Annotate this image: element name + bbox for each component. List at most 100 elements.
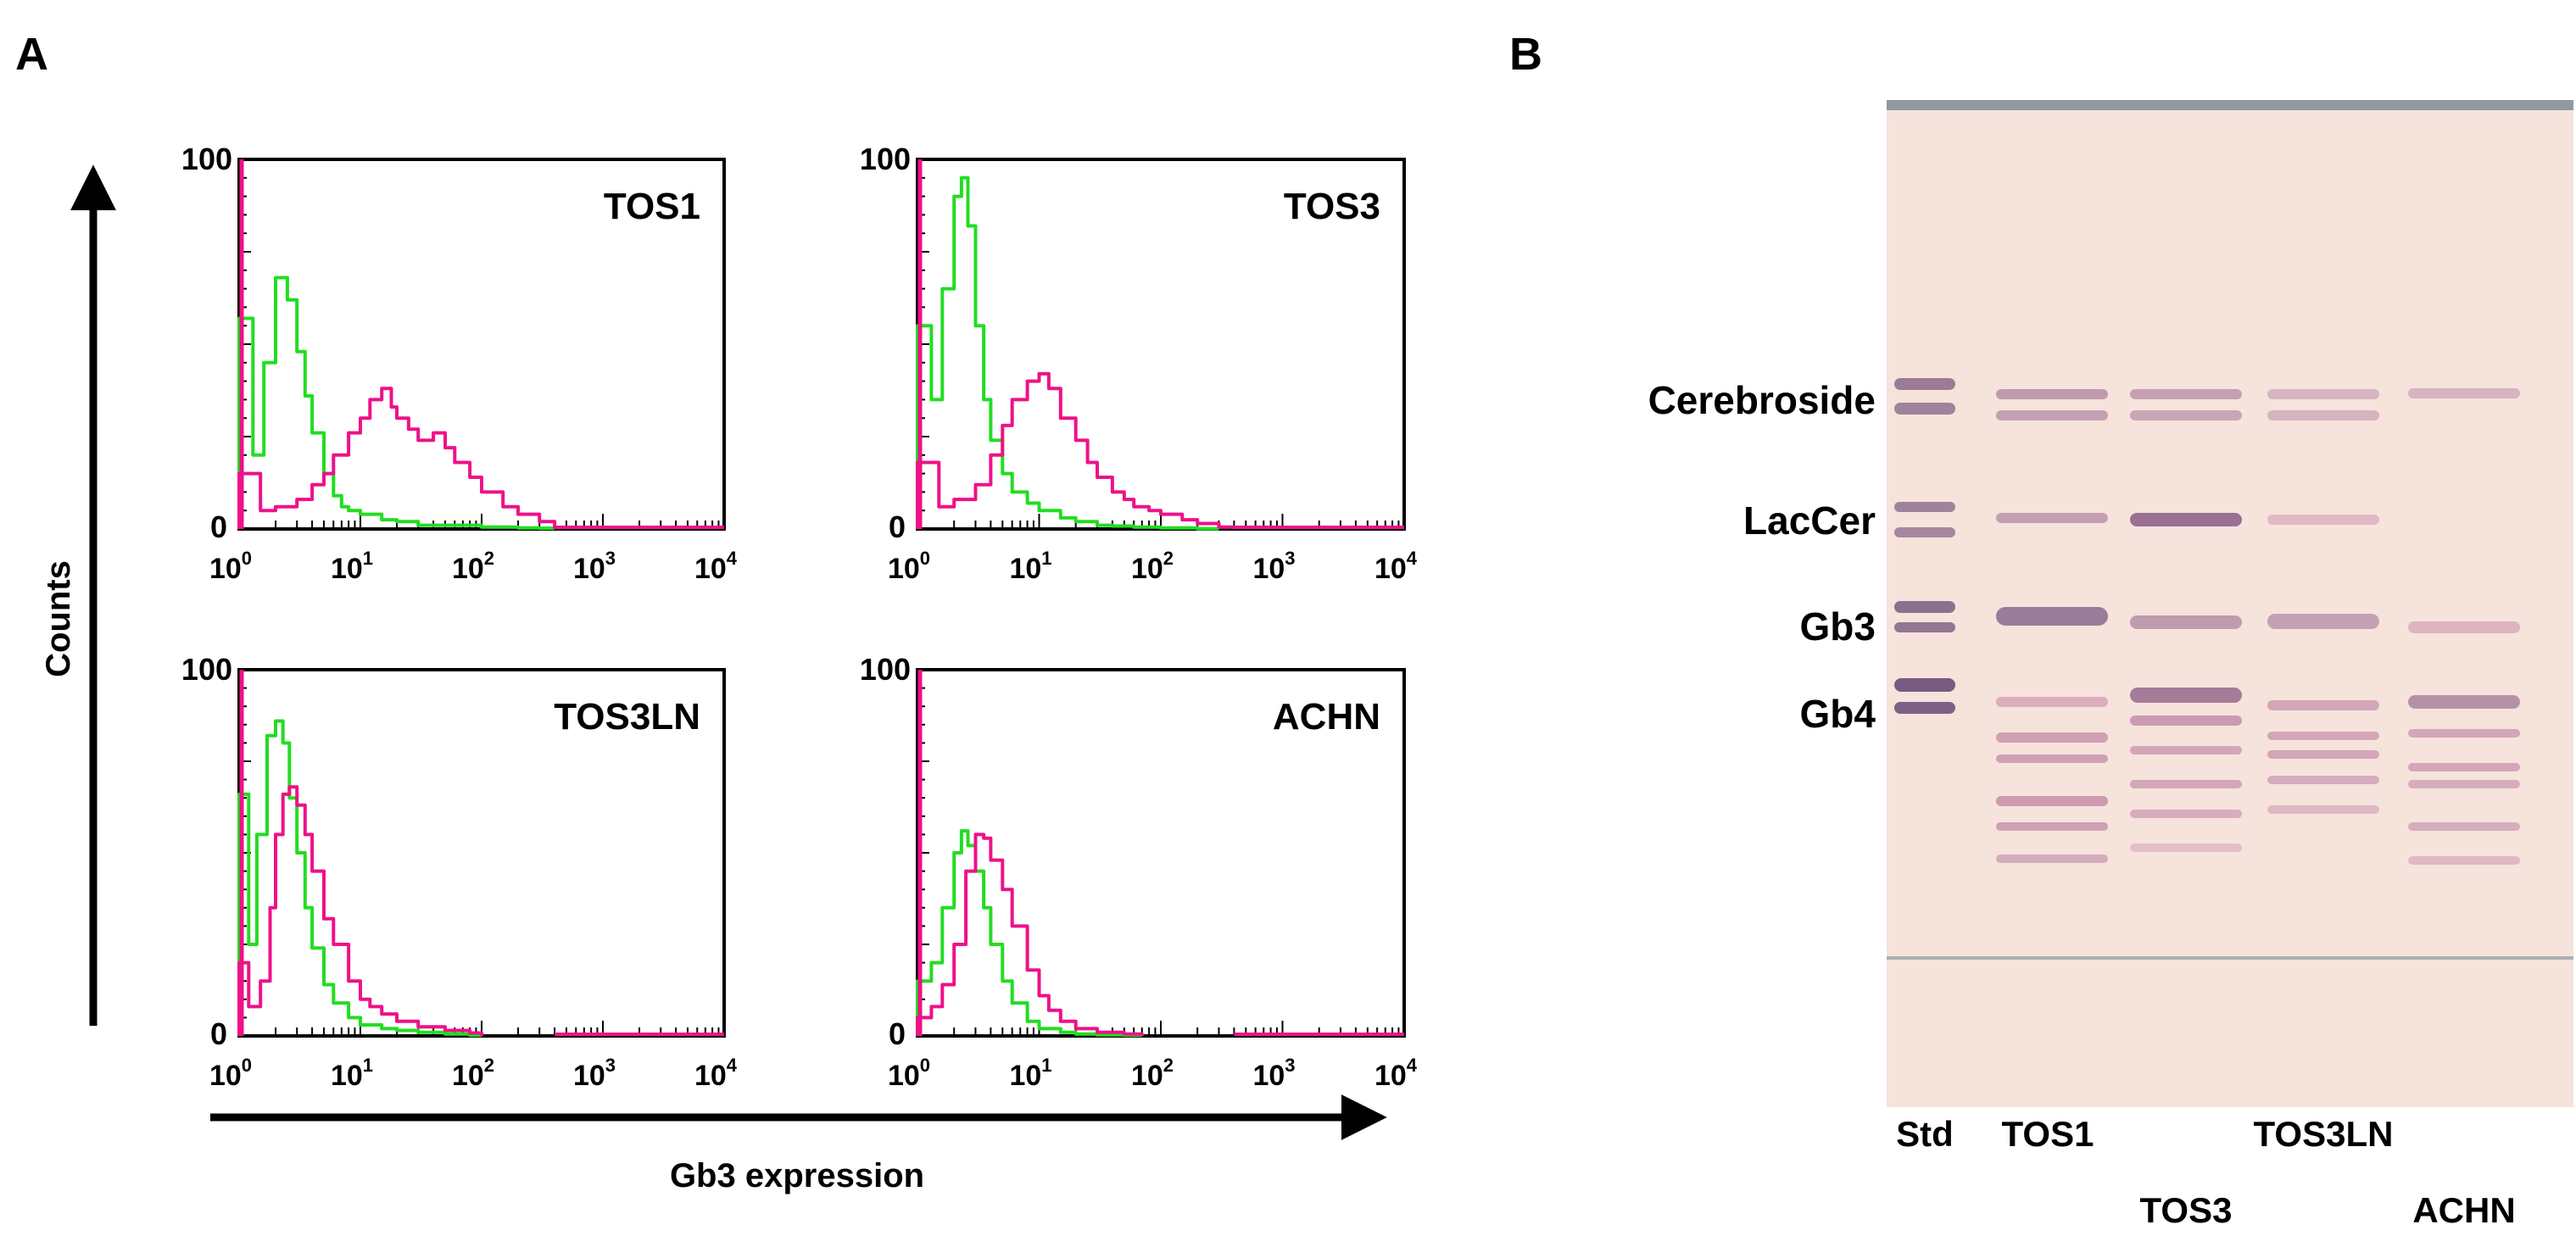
tlc-plate-top-edge — [1887, 100, 2573, 110]
tlc-band — [2130, 615, 2242, 629]
tlc-band — [2130, 843, 2242, 852]
panel-a-label: A — [15, 29, 48, 80]
tlc-band — [2267, 515, 2379, 525]
histogram-achn: ACHN 100 0 100 101 102 103 104 — [860, 652, 1418, 1092]
lane-label-tos1: TOS1 — [2002, 1114, 2094, 1154]
series-Gb3-line — [237, 387, 557, 529]
x-tick-label: 103 — [1252, 548, 1295, 585]
series-control-line — [916, 829, 1144, 1038]
tlc-band — [2267, 805, 2379, 814]
x-tick-label: 103 — [573, 1055, 616, 1092]
tlc-band — [1996, 855, 2108, 863]
histogram-tos1: TOS1 100 0 100 101 102 103 104 — [181, 142, 738, 585]
panel-title: TOS3 — [1284, 186, 1380, 227]
y-tick-label-100: 100 — [860, 142, 911, 176]
panel-title: TOS3LN — [554, 696, 700, 738]
tlc-band — [2408, 729, 2520, 738]
tlc-band — [2130, 780, 2242, 788]
x-tick-label: 102 — [452, 548, 494, 585]
x-tick-label: 102 — [1131, 1055, 1174, 1092]
tlc-band — [2408, 780, 2520, 788]
tlc-band — [1894, 527, 1955, 537]
x-tick-label: 100 — [209, 1055, 252, 1092]
tlc-band — [1894, 702, 1955, 714]
tlc-band — [1996, 796, 2108, 806]
lane-label-tos3ln: TOS3LN — [2254, 1114, 2394, 1154]
series-Gb3-line — [237, 785, 483, 1036]
tlc-band — [1894, 601, 1955, 613]
panel-title: TOS1 — [604, 186, 700, 227]
y-tick-label-0: 0 — [210, 509, 227, 544]
tlc-band — [1894, 622, 1955, 632]
tlc-band — [2267, 410, 2379, 420]
y-tick-label-100: 100 — [181, 142, 232, 176]
x-tick-label: 104 — [1374, 1055, 1418, 1092]
panel-b-label: B — [1509, 29, 1542, 80]
tlc-plate — [1887, 100, 2573, 1107]
band-label-laccer: LacCer — [1743, 498, 1876, 543]
x-tick-label: 101 — [331, 1055, 373, 1092]
tlc-band — [1996, 389, 2108, 399]
tlc-band — [2130, 746, 2242, 754]
y-tick-label-0: 0 — [889, 1016, 906, 1051]
x-tick-label: 100 — [209, 548, 252, 585]
tlc-band — [2267, 389, 2379, 399]
tlc-band — [1996, 732, 2108, 743]
y-tick-label-100: 100 — [860, 652, 911, 687]
y-axis-title: Counts — [40, 560, 77, 677]
tlc-band — [2408, 695, 2520, 709]
series-control-line — [916, 175, 1221, 531]
tlc-band — [2267, 732, 2379, 740]
tlc-band — [1894, 678, 1955, 692]
x-tick-label: 104 — [694, 548, 738, 585]
x-tick-label: 102 — [1131, 548, 1174, 585]
x-tick-label: 102 — [452, 1055, 494, 1092]
y-tick-label-100: 100 — [181, 652, 232, 687]
x-tick-label: 101 — [1009, 548, 1051, 585]
band-label-gb4: Gb4 — [1800, 692, 1876, 736]
tlc-band — [2130, 688, 2242, 703]
tlc-band — [1996, 697, 2108, 707]
x-tick-label: 100 — [888, 1055, 930, 1092]
tlc-band — [2408, 388, 2520, 398]
x-tick-label: 104 — [1374, 548, 1418, 585]
lane-label-std: Std — [1896, 1114, 1954, 1154]
histogram-tos3ln: TOS3LN 100 0 100 101 102 103 104 — [181, 652, 738, 1092]
panel-title: ACHN — [1273, 696, 1380, 738]
x-tick-label: 104 — [694, 1055, 738, 1092]
tlc-band — [1996, 754, 2108, 763]
tlc-band — [1996, 822, 2108, 831]
tlc-band — [2267, 700, 2379, 710]
x-tick-label: 101 — [331, 548, 373, 585]
tlc-plate-background — [1887, 100, 2573, 1107]
tlc-solvent-front — [1887, 956, 2573, 960]
tlc-band — [2408, 856, 2520, 865]
tlc-band — [2130, 410, 2242, 420]
tlc-band — [1996, 513, 2108, 523]
tlc-band — [2267, 750, 2379, 759]
lane-label-achn: ACHN — [2412, 1190, 2515, 1230]
series-Gb3-line — [916, 832, 1144, 1036]
tlc-band — [2130, 513, 2242, 526]
x-axis-title: Gb3 expression — [670, 1157, 924, 1194]
series-control-line — [237, 719, 483, 1038]
plot-frame — [916, 158, 1406, 531]
x-tick-label: 100 — [888, 548, 930, 585]
band-label-gb3: Gb3 — [1800, 604, 1876, 649]
plot-frame — [916, 668, 1406, 1038]
tlc-band — [2267, 776, 2379, 784]
tlc-band — [1996, 607, 2108, 626]
series-control-line — [237, 276, 557, 531]
series-Gb3-line — [916, 371, 1236, 529]
histogram-tos3: TOS3 100 0 100 101 102 103 104 — [860, 142, 1418, 585]
x-tick-label: 101 — [1009, 1055, 1051, 1092]
tlc-band — [1894, 403, 1955, 415]
tlc-band — [2408, 763, 2520, 771]
y-tick-label-0: 0 — [889, 509, 906, 544]
x-tick-label: 103 — [573, 548, 616, 585]
tlc-band — [2130, 389, 2242, 399]
x-tick-label: 103 — [1252, 1055, 1295, 1092]
tlc-band — [2130, 810, 2242, 818]
tlc-band — [2130, 715, 2242, 726]
